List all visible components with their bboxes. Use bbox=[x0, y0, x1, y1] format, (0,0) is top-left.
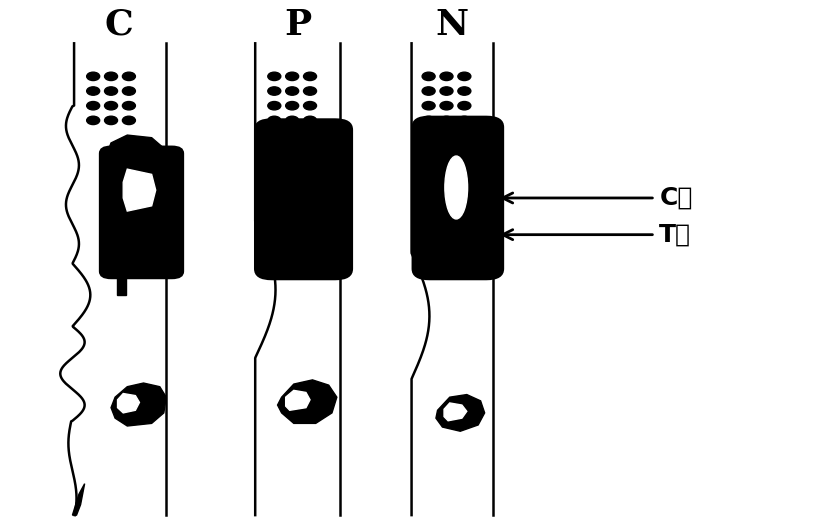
Ellipse shape bbox=[445, 156, 468, 219]
Circle shape bbox=[104, 87, 117, 95]
Circle shape bbox=[440, 116, 453, 124]
Polygon shape bbox=[117, 269, 126, 295]
Circle shape bbox=[303, 116, 316, 124]
Circle shape bbox=[458, 116, 471, 124]
FancyBboxPatch shape bbox=[99, 145, 184, 279]
Circle shape bbox=[458, 102, 471, 110]
Circle shape bbox=[104, 116, 117, 124]
Circle shape bbox=[303, 72, 316, 81]
Polygon shape bbox=[278, 380, 337, 423]
Circle shape bbox=[104, 102, 117, 110]
Circle shape bbox=[268, 72, 281, 81]
Circle shape bbox=[86, 102, 99, 110]
Text: N: N bbox=[435, 8, 469, 42]
FancyBboxPatch shape bbox=[254, 118, 353, 280]
FancyBboxPatch shape bbox=[412, 115, 504, 280]
Circle shape bbox=[303, 102, 316, 110]
Text: C: C bbox=[105, 8, 134, 42]
Circle shape bbox=[422, 72, 435, 81]
Polygon shape bbox=[103, 135, 168, 269]
Circle shape bbox=[286, 87, 298, 95]
Circle shape bbox=[86, 87, 99, 95]
Circle shape bbox=[104, 72, 117, 81]
Circle shape bbox=[122, 87, 135, 95]
Polygon shape bbox=[117, 394, 139, 413]
Circle shape bbox=[440, 72, 453, 81]
Circle shape bbox=[122, 102, 135, 110]
Circle shape bbox=[440, 102, 453, 110]
Circle shape bbox=[422, 116, 435, 124]
Circle shape bbox=[422, 102, 435, 110]
Circle shape bbox=[422, 87, 435, 95]
Text: T线: T线 bbox=[659, 223, 691, 247]
Circle shape bbox=[286, 102, 298, 110]
Polygon shape bbox=[73, 484, 85, 515]
Polygon shape bbox=[286, 391, 310, 411]
Circle shape bbox=[303, 87, 316, 95]
Circle shape bbox=[458, 87, 471, 95]
Polygon shape bbox=[436, 395, 485, 431]
Circle shape bbox=[286, 116, 298, 124]
Text: C线: C线 bbox=[659, 186, 693, 210]
Text: P: P bbox=[284, 8, 311, 42]
Circle shape bbox=[122, 116, 135, 124]
Circle shape bbox=[268, 116, 281, 124]
Polygon shape bbox=[444, 403, 467, 421]
Polygon shape bbox=[111, 383, 166, 426]
Circle shape bbox=[86, 116, 99, 124]
Circle shape bbox=[122, 72, 135, 81]
Circle shape bbox=[458, 72, 471, 81]
Circle shape bbox=[286, 72, 298, 81]
Polygon shape bbox=[123, 169, 156, 211]
Circle shape bbox=[268, 87, 281, 95]
Circle shape bbox=[440, 87, 453, 95]
Circle shape bbox=[268, 102, 281, 110]
Circle shape bbox=[86, 72, 99, 81]
